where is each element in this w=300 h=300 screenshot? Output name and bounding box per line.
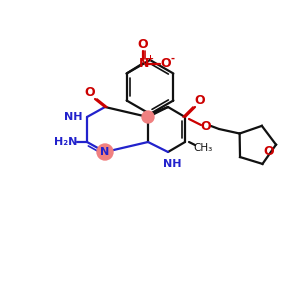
Text: H₂N: H₂N <box>54 137 78 147</box>
Text: O: O <box>264 145 274 158</box>
Text: NH: NH <box>163 159 181 169</box>
Text: O: O <box>195 94 205 106</box>
Circle shape <box>142 111 154 123</box>
Text: NH: NH <box>64 112 82 122</box>
Text: O: O <box>201 119 211 133</box>
Text: CH₃: CH₃ <box>194 143 213 153</box>
Text: N: N <box>138 57 149 70</box>
Text: O: O <box>137 38 148 51</box>
Text: -: - <box>171 53 175 64</box>
Text: O: O <box>160 57 171 70</box>
Text: N: N <box>100 147 109 157</box>
Text: O: O <box>85 85 95 98</box>
Circle shape <box>97 144 113 160</box>
Text: +: + <box>146 54 153 63</box>
